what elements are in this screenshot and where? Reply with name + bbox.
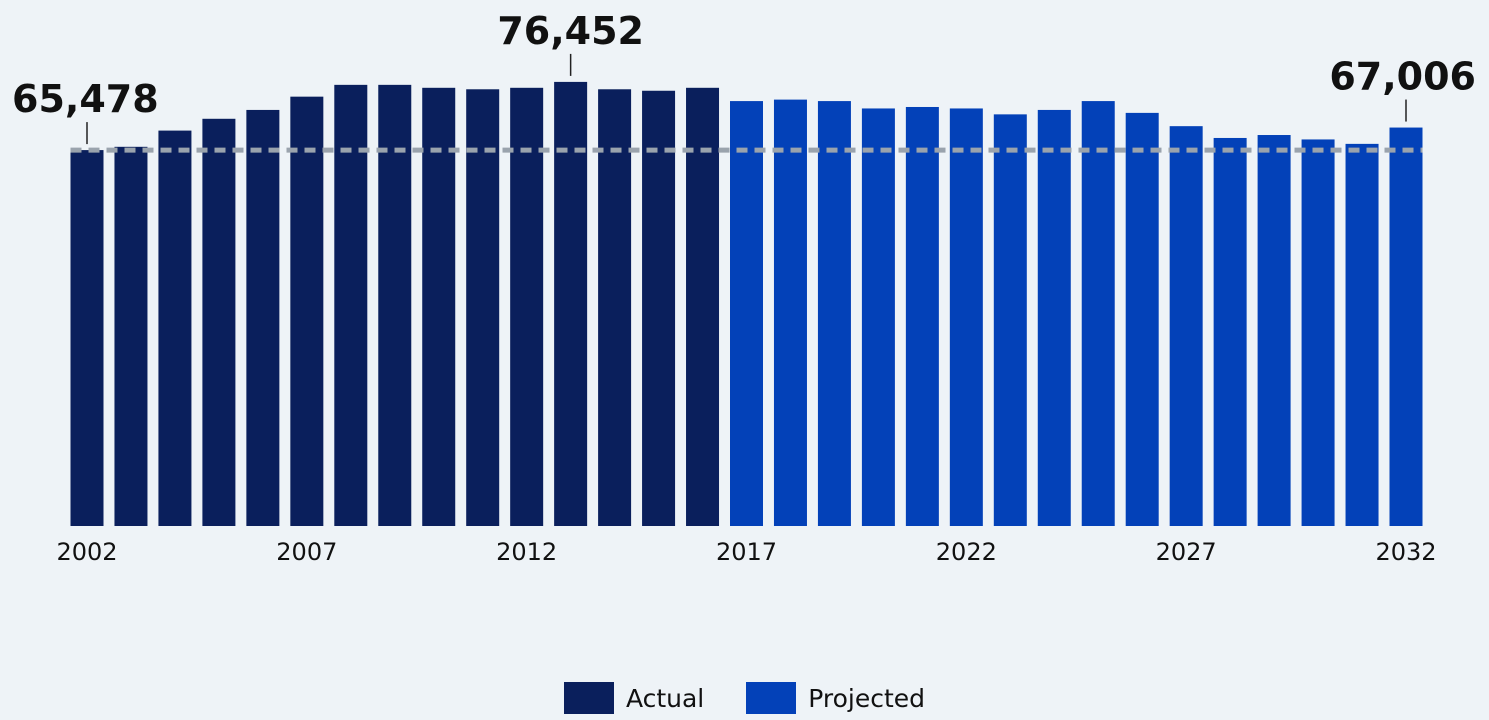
bars-group — [70, 81, 1423, 527]
bar-projected-2024 — [1037, 109, 1071, 527]
bar-actual-2014 — [598, 89, 632, 526]
bar-actual-2007 — [290, 96, 324, 527]
legend-swatch-projected — [746, 682, 797, 714]
bar-projected-2021 — [905, 106, 939, 526]
callout-annotations: 65,478 76,452 67,006 — [12, 9, 1476, 145]
bar-projected-2019 — [817, 101, 851, 526]
bar-actual-2010 — [422, 87, 456, 526]
bar-chart: 2002 2007 2012 2017 2022 2027 2032 65,478 76,45… — [12, 9, 1476, 566]
x-tick-label-2027: 2027 — [1156, 538, 1217, 566]
callout-label-2013: 76,452 — [497, 9, 644, 53]
x-tick-label-2022: 2022 — [936, 538, 997, 566]
bar-projected-2030 — [1301, 139, 1335, 526]
bar-projected-2029 — [1257, 135, 1291, 526]
x-tick-label-2007: 2007 — [276, 538, 337, 566]
bar-actual-2012 — [510, 87, 544, 526]
bar-actual-2004 — [158, 130, 192, 527]
x-tick-label-2012: 2012 — [496, 538, 557, 566]
bar-actual-2006 — [246, 109, 280, 527]
bar-projected-2027 — [1169, 126, 1203, 526]
bar-actual-2011 — [466, 89, 500, 526]
bar-projected-2018 — [773, 99, 807, 526]
bar-actual-2008 — [334, 84, 368, 526]
bar-actual-2016 — [686, 87, 720, 526]
legend-label-projected: Projected — [808, 683, 926, 713]
bar-projected-2032 — [1389, 127, 1423, 527]
bar-projected-2023 — [993, 114, 1027, 526]
x-tick-label-2032: 2032 — [1375, 538, 1436, 566]
bar-projected-2025 — [1081, 101, 1115, 526]
bar-actual-2002 — [70, 150, 104, 526]
bar-projected-2022 — [949, 108, 983, 526]
bar-projected-2020 — [861, 108, 895, 526]
bar-projected-2026 — [1125, 112, 1159, 526]
legend-swatch-actual — [563, 682, 614, 714]
x-tick-label-2002: 2002 — [56, 538, 117, 566]
x-axis-ticks: 2002 2007 2012 2017 2022 2027 2032 — [56, 538, 1436, 566]
x-tick-label-2017: 2017 — [716, 538, 777, 566]
callout-label-2032: 67,006 — [1329, 55, 1476, 99]
bar-actual-2009 — [378, 84, 412, 526]
bar-actual-2015 — [642, 90, 676, 527]
bar-actual-2003 — [114, 146, 148, 526]
bar-projected-2017 — [730, 101, 763, 526]
bar-actual-2005 — [202, 118, 236, 526]
bar-actual-2013 — [554, 81, 588, 526]
callout-label-2002: 65,478 — [12, 77, 159, 121]
legend-item-projected: Projected — [746, 682, 925, 714]
legend-item-actual: Actual — [563, 682, 705, 714]
bar-projected-2028 — [1213, 137, 1247, 526]
legend: Actual Projected — [0, 682, 1489, 714]
legend-label-actual: Actual — [625, 683, 705, 713]
bar-projected-2031 — [1345, 143, 1379, 527]
